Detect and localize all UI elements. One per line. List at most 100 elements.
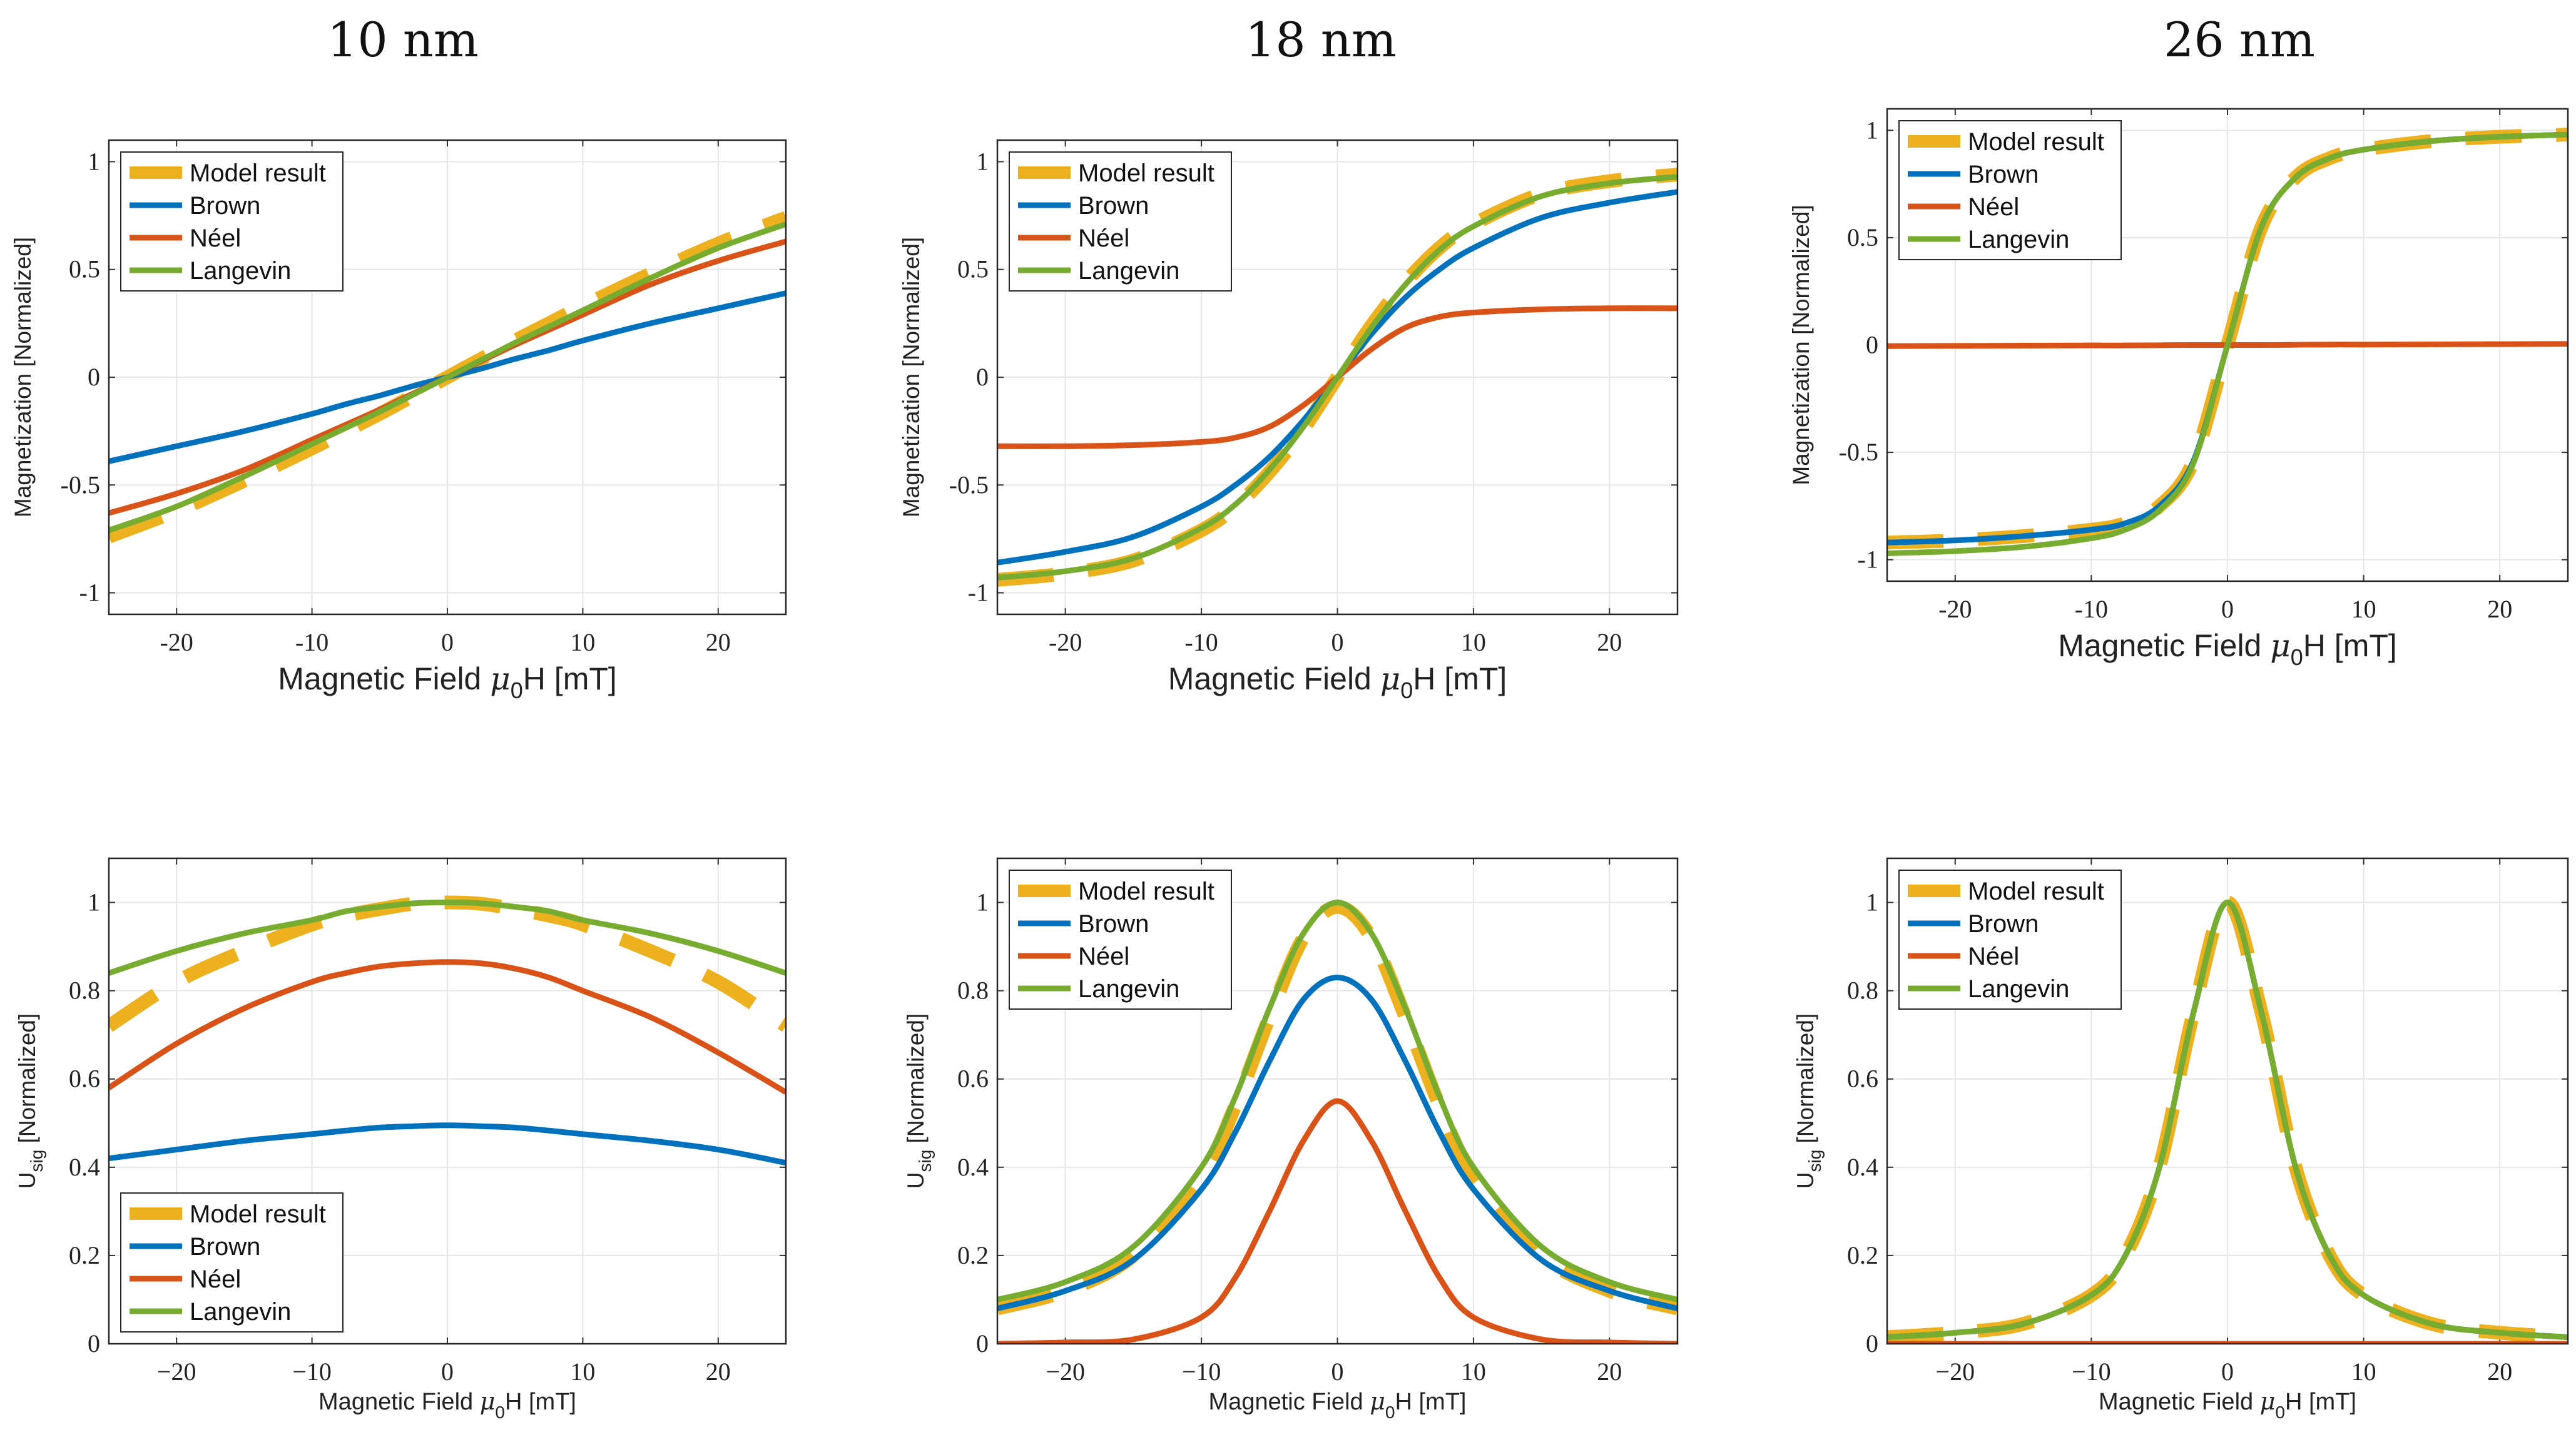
y-tick-label: -0.5 bbox=[61, 470, 100, 499]
series-line-langevin bbox=[1887, 131, 2568, 556]
axes-frame bbox=[996, 139, 1679, 616]
plot-area bbox=[109, 895, 786, 1166]
series-line-neel bbox=[109, 959, 786, 1095]
x-tick-label: −10 bbox=[1182, 1358, 1221, 1386]
chart-panel-6: −20 −10 0 10 20 0 0.2 0.4 0.6 0.8 1 Magnetic Field … bbox=[1793, 857, 2569, 1422]
y-tick-label: 0.8 bbox=[69, 977, 100, 1005]
y-tick-label: 0 bbox=[976, 363, 989, 391]
x-tick-label: −20 bbox=[1936, 1358, 1975, 1386]
y-axis-label: Usig [Normalized] bbox=[1793, 1013, 1825, 1189]
axes-frame bbox=[1886, 108, 2569, 582]
x-axis-label: Magnetic Field μ0H [mT] bbox=[1168, 661, 1507, 703]
x-axis-label: Magnetic Field μ0H [mT] bbox=[2058, 627, 2397, 670]
legend-label: Langevin bbox=[190, 1298, 291, 1326]
legend: Model result Brown Néel Langevin bbox=[1898, 120, 2122, 260]
x-tick-label: -20 bbox=[1049, 628, 1082, 656]
plot-area bbox=[1887, 895, 2568, 1344]
series-line-brown bbox=[109, 1122, 786, 1166]
x-tick-label: 0 bbox=[1331, 628, 1344, 656]
y-tick-label: 0.5 bbox=[957, 255, 989, 283]
x-tick-label: -10 bbox=[2075, 595, 2108, 623]
chart-panel-3: 26 nm -20 -10 0 10 20 -1 -0.5 0 0.5 1 Magnetic Fiel… bbox=[1788, 12, 2569, 670]
axes-frame bbox=[108, 857, 787, 1345]
chart-panel-1: 10 nm -20 -10 0 10 20 -1 -0.5 0 0.5 1 Magnetic Fiel… bbox=[10, 12, 787, 703]
legend-label: Model result bbox=[1968, 878, 2104, 905]
legend-label: Brown bbox=[1968, 161, 2039, 188]
y-tick-label: -0.5 bbox=[1839, 438, 1878, 466]
x-tick-label: 20 bbox=[1597, 628, 1622, 656]
legend-label: Langevin bbox=[1078, 257, 1179, 285]
x-tick-label: 0 bbox=[441, 628, 454, 656]
panel-title: 26 nm bbox=[2164, 12, 2315, 68]
y-tick-label: 0.2 bbox=[957, 1241, 989, 1269]
y-tick-label: 0.8 bbox=[957, 977, 989, 1005]
series-line-langevin bbox=[1887, 900, 2568, 1340]
y-tick-label: -1 bbox=[79, 579, 100, 607]
series-line-brown bbox=[997, 974, 1677, 1311]
y-tick-label: 1 bbox=[88, 147, 100, 175]
y-tick-label: 0.2 bbox=[1847, 1241, 1878, 1269]
legend: Model result Brown Néel Langevin bbox=[1009, 151, 1232, 292]
legend-label: Néel bbox=[190, 1266, 241, 1293]
legend-label: Brown bbox=[1968, 910, 2039, 938]
panel-title: 18 nm bbox=[1245, 12, 1397, 68]
x-axis-label: Magnetic Field μ0H [mT] bbox=[2099, 1388, 2356, 1422]
y-tick-label: 0.4 bbox=[957, 1153, 989, 1181]
x-tick-label: −20 bbox=[1046, 1358, 1085, 1386]
x-axis-label: Magnetic Field μ0H [mT] bbox=[278, 661, 617, 703]
y-tick-label: 0 bbox=[88, 363, 100, 391]
y-tick-label: 0 bbox=[1866, 331, 1878, 359]
x-tick-label: 10 bbox=[1461, 1358, 1486, 1386]
x-tick-label: 20 bbox=[2487, 595, 2512, 623]
y-tick-label: -1 bbox=[968, 579, 989, 607]
x-tick-label: -10 bbox=[295, 628, 328, 656]
y-tick-label: 1 bbox=[1866, 116, 1878, 144]
axes-frame bbox=[1886, 857, 2569, 1345]
x-tick-label: −20 bbox=[157, 1358, 196, 1386]
legend: Model result Brown Néel Langevin bbox=[120, 1192, 344, 1333]
plot-area bbox=[997, 900, 1677, 1344]
chart-panel-4: −20 −10 0 10 20 0 0.2 0.4 0.6 0.8 1 Magnetic Field … bbox=[14, 857, 787, 1422]
legend-label: Brown bbox=[1078, 910, 1149, 938]
legend-label: Langevin bbox=[1078, 975, 1179, 1003]
legend-label: Langevin bbox=[1968, 226, 2069, 253]
y-axis-label: Usig [Normalized] bbox=[903, 1013, 935, 1189]
series-line-model bbox=[997, 900, 1677, 1316]
y-tick-label: 0 bbox=[976, 1329, 989, 1358]
legend-label: Model result bbox=[1968, 128, 2104, 156]
y-tick-label: 1 bbox=[976, 147, 989, 175]
legend-label: Brown bbox=[190, 192, 260, 220]
series-line-langevin bbox=[109, 900, 786, 976]
y-tick-label: 1 bbox=[88, 888, 100, 916]
x-tick-label: 20 bbox=[706, 1358, 731, 1386]
legend-label: Néel bbox=[1078, 225, 1129, 252]
series-line-langevin bbox=[109, 221, 786, 533]
legend-label: Model result bbox=[1078, 878, 1214, 905]
y-axis-label: Usig [Normalized] bbox=[14, 1013, 46, 1189]
x-tick-label: 10 bbox=[570, 628, 595, 656]
y-tick-label: 0.6 bbox=[957, 1065, 989, 1093]
legend-label: Brown bbox=[190, 1233, 260, 1261]
legend-label: Néel bbox=[1968, 943, 2019, 970]
y-tick-label: 0.4 bbox=[69, 1153, 100, 1181]
legend: Model result Brown Néel Langevin bbox=[1898, 870, 2122, 1010]
x-tick-label: 10 bbox=[1461, 628, 1486, 656]
legend-label: Model result bbox=[1078, 160, 1214, 187]
legend-label: Langevin bbox=[1968, 975, 2069, 1003]
legend-label: Néel bbox=[190, 225, 241, 252]
x-axis-label: Magnetic Field μ0H [mT] bbox=[1209, 1388, 1467, 1422]
axes-frame bbox=[108, 139, 787, 616]
axes-frame bbox=[996, 857, 1679, 1345]
x-tick-label: 0 bbox=[1331, 1358, 1344, 1386]
y-tick-label: 0 bbox=[1866, 1329, 1878, 1358]
y-axis-label: Magnetization [Normalized] bbox=[10, 237, 36, 517]
y-tick-label: 1 bbox=[1866, 888, 1878, 916]
y-axis-label: Magnetization [Normalized] bbox=[1788, 205, 1814, 485]
x-tick-label: −10 bbox=[2072, 1358, 2111, 1386]
panel-title: 10 nm bbox=[327, 12, 479, 68]
x-axis-label: Magnetic Field μ0H [mT] bbox=[318, 1388, 576, 1422]
x-tick-label: -20 bbox=[1938, 595, 1972, 623]
x-tick-label: 0 bbox=[2221, 1358, 2234, 1386]
y-tick-label: 0.5 bbox=[69, 255, 100, 283]
y-tick-label: 0.6 bbox=[69, 1065, 100, 1093]
